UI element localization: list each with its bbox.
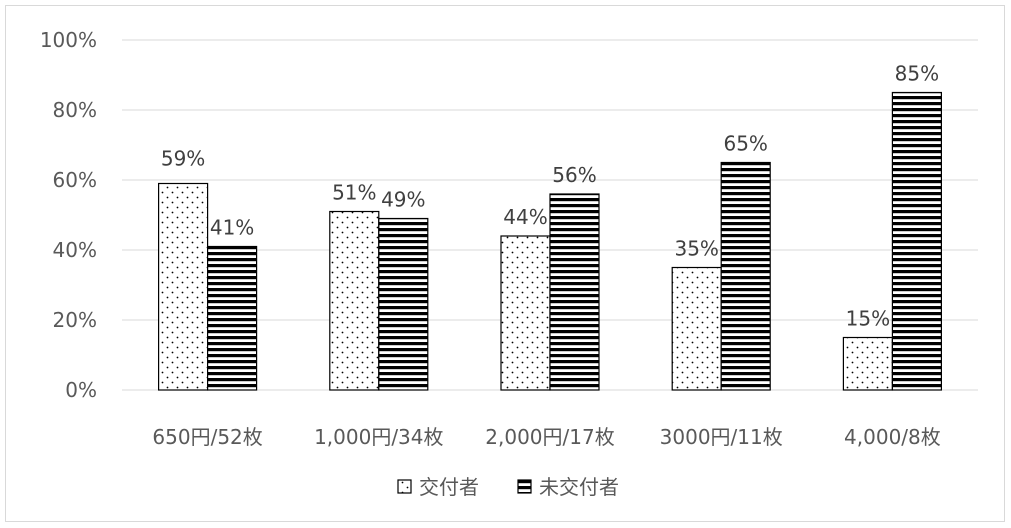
bar-series-2 [720, 161, 771, 391]
x-category-label: 650円/52枚 [152, 425, 262, 449]
bar-series-2 [207, 245, 258, 391]
y-tick-label: 0% [65, 378, 97, 402]
data-labels: 59% 41% 51% 49% 44%56% 35% 65% 15% 85% [161, 62, 939, 331]
data-label: 49% [381, 188, 425, 212]
bar-series-1 [500, 235, 551, 391]
legend-label: 交付者 [419, 475, 479, 499]
bar-series-1 [842, 336, 894, 391]
bar-series-1 [158, 182, 209, 391]
gridlines [122, 39, 978, 391]
y-tick-label: 100% [40, 28, 97, 52]
bars [158, 91, 943, 391]
y-tick-label: 40% [53, 238, 97, 262]
data-label: 51% [332, 181, 376, 205]
legend-swatch [397, 479, 412, 494]
x-axis-category-labels: 650円/52枚 1,000円/34枚 2,000円/17枚 3000円/11枚 4,0… [152, 425, 940, 449]
y-tick-label: 80% [53, 98, 97, 122]
data-label: 15% [846, 307, 890, 331]
x-category-label: 1,000円/34枚 [314, 425, 443, 449]
y-axis-tick-labels: 0% 20% 40% 60% 80% 100% [40, 28, 97, 402]
legend-swatch [517, 479, 532, 494]
bar-series-2 [891, 91, 943, 391]
bar-series-2 [549, 193, 600, 391]
data-label: 44% [503, 205, 547, 229]
legend: 交付者 未交付者 [397, 475, 619, 499]
x-category-label: 3000円/11枚 [660, 425, 783, 449]
data-label: 56% [552, 163, 596, 187]
bar-series-2 [378, 217, 429, 391]
data-label: 59% [161, 147, 205, 171]
y-tick-label: 20% [53, 308, 97, 332]
data-label: 41% [210, 216, 254, 240]
y-tick-label: 60% [53, 168, 97, 192]
x-category-label: 4,000/8枚 [844, 425, 941, 449]
data-label: 35% [674, 237, 718, 261]
legend-label: 未交付者 [539, 475, 619, 499]
data-label: 85% [895, 62, 939, 86]
bar-series-1 [329, 210, 380, 391]
x-category-label: 2,000円/17枚 [485, 425, 614, 449]
data-label: 65% [723, 132, 767, 156]
bar-series-1 [671, 266, 722, 391]
